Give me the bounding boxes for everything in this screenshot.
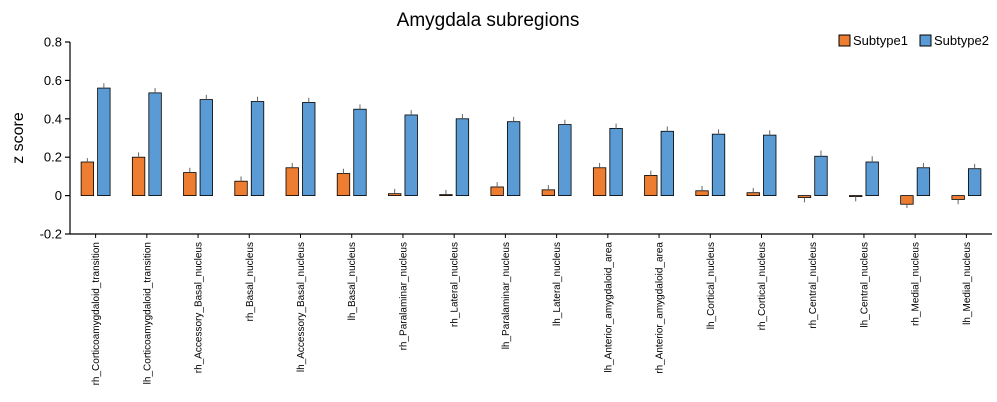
x-tick-label: lh_Anterior_amygdaloid_area bbox=[603, 242, 614, 373]
legend-swatch-subtype2 bbox=[919, 34, 932, 47]
bar-subtype2-rh-corticoamygdaloid-transition bbox=[97, 87, 111, 196]
bar-subtype2-rh-basal-nucleus bbox=[250, 101, 265, 196]
x-tick-label: rh_Lateral_nucleus bbox=[450, 242, 461, 327]
bar-subtype1-lh-basal-nucleus bbox=[336, 173, 351, 197]
bar-subtype2-lh-cortical-nucleus bbox=[711, 133, 726, 197]
x-tick-label: rh_Accessory_Basal_nucleus bbox=[194, 242, 205, 373]
bar-subtype2-rh-anterior-amygdaloid-area bbox=[660, 130, 674, 196]
legend-swatch-subtype1 bbox=[838, 34, 851, 47]
x-axis bbox=[70, 233, 992, 238]
bar-subtype1-lh-paralaminar-nucleus bbox=[490, 186, 504, 197]
bar-subtype1-rh-lateral-nucleus bbox=[439, 194, 453, 196]
legend-label-subtype2: Subtype2 bbox=[934, 33, 989, 48]
bar-subtype1-lh-medial-nucleus bbox=[951, 195, 965, 200]
x-tick-label: lh_Medial_nucleus bbox=[962, 242, 973, 325]
bar-subtype2-rh-central-nucleus bbox=[814, 155, 828, 197]
legend-label-subtype1: Subtype1 bbox=[853, 33, 908, 48]
x-tick-label: rh_Paralaminar_nucleus bbox=[398, 242, 409, 350]
x-tick-label: lh_Cortical_nucleus bbox=[706, 242, 717, 329]
bar-subtype1-rh-basal-nucleus bbox=[234, 180, 248, 196]
bar-subtype2-rh-accessory-basal-nucleus bbox=[199, 99, 213, 196]
bar-subtype2-lh-central-nucleus bbox=[865, 161, 879, 196]
y-axis: -0.2 0 0.2 0.4 0.6 0.8 bbox=[40, 35, 71, 242]
x-tick-label: lh_Central_nucleus bbox=[859, 242, 870, 328]
bar-subtype2-lh-accessory-basal-nucleus bbox=[302, 102, 316, 197]
x-tick-label: lh_Lateral_nucleus bbox=[552, 242, 563, 326]
bar-subtype2-rh-paralaminar-nucleus bbox=[404, 114, 418, 196]
x-tick-label: rh_Anterior_amygdaloid_area bbox=[655, 242, 666, 374]
bar-subtype1-rh-anterior-amygdaloid-area bbox=[644, 175, 658, 197]
bar-subtype2-lh-basal-nucleus bbox=[353, 108, 367, 196]
y-tick-label: -0.2 bbox=[40, 227, 62, 242]
bar-subtype1-rh-medial-nucleus bbox=[900, 195, 914, 205]
x-tick-label: rh_Central_nucleus bbox=[808, 242, 819, 329]
bar-subtype2-rh-cortical-nucleus bbox=[763, 134, 777, 196]
x-tick-label: rh_Medial_nucleus bbox=[911, 242, 922, 326]
bar-subtype1-rh-corticoamygdaloid-transition bbox=[80, 161, 95, 196]
bar-subtype2-lh-lateral-nucleus bbox=[558, 124, 572, 196]
y-axis-label: z score bbox=[10, 112, 27, 164]
x-tick-label: rh_Corticoamygdaloid_transition bbox=[91, 242, 102, 385]
bar-subtype2-lh-paralaminar-nucleus bbox=[506, 121, 521, 196]
x-tick-label: rh_Cortical_nucleus bbox=[757, 242, 768, 330]
bar-subtype1-lh-lateral-nucleus bbox=[541, 189, 556, 196]
x-tick-label: lh_Basal_nucleus bbox=[347, 242, 358, 320]
x-tick-label: lh_Corticoamygdaloid_transition bbox=[142, 242, 153, 384]
bar-subtype1-rh-accessory-basal-nucleus bbox=[183, 172, 197, 196]
bar-subtype1-lh-central-nucleus bbox=[849, 195, 863, 197]
y-tick-label: 0.6 bbox=[44, 73, 62, 88]
y-tick-label: 0.8 bbox=[44, 35, 62, 50]
bar-subtype2-lh-medial-nucleus bbox=[967, 168, 982, 197]
bar-subtype1-rh-cortical-nucleus bbox=[746, 192, 760, 197]
bar-subtype1-rh-central-nucleus bbox=[797, 195, 812, 198]
bars bbox=[80, 83, 982, 209]
bar-subtype2-rh-medial-nucleus bbox=[916, 167, 931, 196]
x-tick-label: lh_Paralaminar_nucleus bbox=[501, 242, 512, 349]
y-tick-label: 0.2 bbox=[44, 150, 62, 165]
bar-subtype1-lh-corticoamygdaloid-transition bbox=[131, 156, 146, 196]
bar-subtype1-rh-paralaminar-nucleus bbox=[388, 193, 402, 196]
bar-subtype1-lh-cortical-nucleus bbox=[695, 190, 709, 197]
bar-subtype2-rh-lateral-nucleus bbox=[455, 118, 470, 197]
y-tick-label: 0 bbox=[55, 188, 62, 203]
x-tick-label: lh_Accessory_Basal_nucleus bbox=[296, 242, 307, 372]
bar-subtype1-lh-anterior-amygdaloid-area bbox=[592, 167, 607, 196]
legend: Subtype1 Subtype2 bbox=[838, 33, 989, 48]
x-tick-label: rh_Basal_nucleus bbox=[245, 242, 256, 322]
bar-subtype1-lh-accessory-basal-nucleus bbox=[285, 167, 299, 196]
bar-subtype2-lh-anterior-amygdaloid-area bbox=[609, 127, 623, 196]
y-tick-label: 0.4 bbox=[44, 111, 62, 126]
chart-title: Amygdala subregions bbox=[397, 10, 580, 31]
x-axis-labels: rh_Corticoamygdaloid_transition lh_Cortic… bbox=[91, 242, 973, 386]
bar-subtype2-lh-corticoamygdaloid-transition bbox=[148, 92, 162, 196]
